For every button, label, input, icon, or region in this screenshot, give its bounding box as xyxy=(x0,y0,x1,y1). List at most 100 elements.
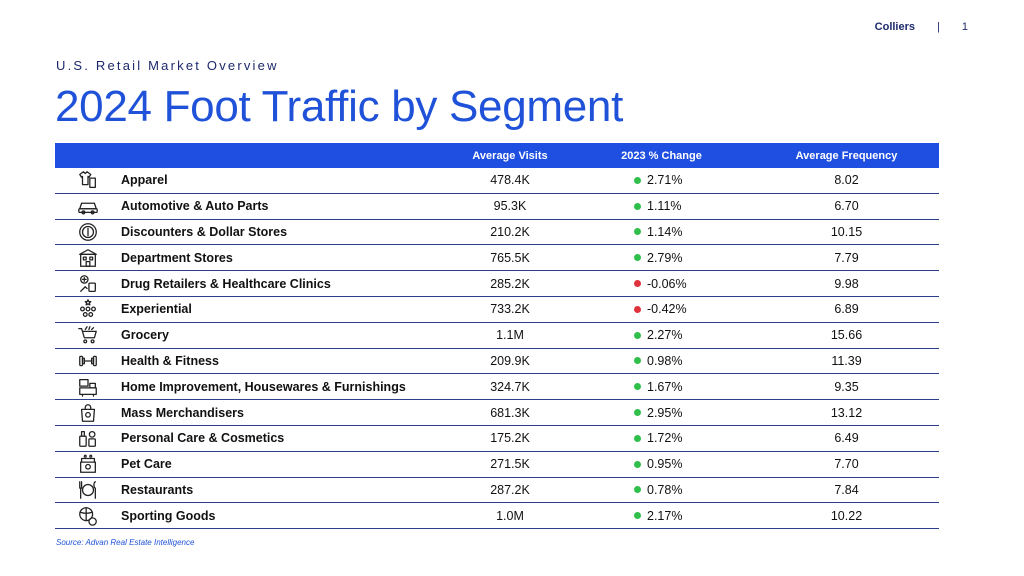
dollar-coin-icon xyxy=(76,221,100,243)
table-row: Sporting Goods 1.0M 2.17% 10.22 xyxy=(55,503,939,530)
table-row: Apparel 478.4K 2.71% 8.02 xyxy=(55,168,939,194)
average-visits-value: 765.5K xyxy=(490,250,530,265)
table-row: Health & Fitness 209.9K 0.98% 11.39 xyxy=(55,349,939,375)
change-value: 2.79% xyxy=(647,250,683,265)
positive-indicator-icon xyxy=(634,254,641,262)
change-cell: 1.72% xyxy=(569,431,754,445)
shopping-bag-icon xyxy=(76,402,100,424)
segment-name: Automotive & Auto Parts xyxy=(121,199,269,214)
row-icon-cell xyxy=(55,453,121,475)
foot-traffic-table: Average Visits 2023 % Change Average Fre… xyxy=(55,143,939,530)
row-icon-cell xyxy=(55,402,121,424)
change-value: -0.42% xyxy=(647,302,687,317)
table-row: Drug Retailers & Healthcare Clinics 285.2… xyxy=(55,271,939,297)
row-icon-cell xyxy=(55,221,121,243)
table-row: Restaurants 287.2K 0.78% 7.84 xyxy=(55,478,939,504)
row-icon-cell xyxy=(55,376,121,398)
average-frequency-value: 13.12 xyxy=(830,405,863,420)
change-cell: 1.11% xyxy=(569,199,754,213)
segment-name: Experiential xyxy=(121,302,192,317)
segment-name: Restaurants xyxy=(121,482,194,497)
positive-indicator-icon xyxy=(634,357,641,365)
change-cell: 1.14% xyxy=(569,225,754,239)
source-note: Source: Advan Real Estate Intelligence xyxy=(56,538,195,547)
average-frequency-value: 7.79 xyxy=(834,250,859,265)
row-icon-cell xyxy=(55,298,121,320)
change-cell: -0.06% xyxy=(569,277,754,291)
furniture-icon xyxy=(76,376,100,398)
top-bar: Colliers | 1 xyxy=(875,21,968,33)
change-cell: 2.95% xyxy=(569,406,754,420)
segment-name: Drug Retailers & Healthcare Clinics xyxy=(121,276,331,291)
row-icon-cell xyxy=(55,505,121,527)
average-frequency-value: 6.89 xyxy=(834,302,859,317)
change-value: -0.06% xyxy=(647,276,687,291)
average-frequency-value: 7.70 xyxy=(834,457,859,472)
table-row: Home Improvement, Housewares & Furnishin… xyxy=(55,374,939,401)
positive-indicator-icon xyxy=(634,409,641,417)
table-row: Automotive & Auto Parts 95.3K 1.11% 6.70 xyxy=(55,194,939,220)
segment-name: Discounters & Dollar Stores xyxy=(121,224,288,239)
average-frequency-value: 8.02 xyxy=(834,173,859,188)
positive-indicator-icon xyxy=(634,228,641,236)
average-frequency-value: 9.35 xyxy=(834,379,859,394)
table-body: Apparel 478.4K 2.71% 8.02 Automotive & Auto … xyxy=(55,168,939,530)
table-row: Personal Care & Cosmetics 175.2K 1.72% 6.49 xyxy=(55,426,939,452)
segment-name: Grocery xyxy=(121,328,169,343)
table-header: Average Visits 2023 % Change Average Fre… xyxy=(55,143,939,168)
table-row: Grocery 1.1M 2.27% 15.66 xyxy=(55,323,939,349)
average-visits-value: 175.2K xyxy=(490,431,530,446)
table-row: Department Stores 765.5K 2.79% 7.79 xyxy=(55,245,939,272)
average-frequency-value: 6.70 xyxy=(834,199,859,214)
change-value: 1.72% xyxy=(647,431,683,446)
page-title: 2024 Foot Traffic by Segment xyxy=(55,82,624,131)
change-value: 0.98% xyxy=(647,353,683,368)
table-row: Experiential 733.2K -0.42% 6.89 xyxy=(55,297,939,323)
dining-icon xyxy=(76,479,100,501)
average-frequency-value: 7.84 xyxy=(834,482,859,497)
row-icon-cell xyxy=(55,324,121,346)
positive-indicator-icon xyxy=(634,331,641,339)
section-kicker: U.S. Retail Market Overview xyxy=(56,58,279,73)
audience-icon xyxy=(76,298,100,320)
positive-indicator-icon xyxy=(634,176,641,184)
change-cell: 2.27% xyxy=(569,328,754,342)
average-visits-value: 287.2K xyxy=(490,482,530,497)
average-frequency-value: 10.15 xyxy=(830,224,863,239)
column-header-average-frequency: Average Frequency xyxy=(795,149,898,162)
table-row: Discounters & Dollar Stores 210.2K 1.14% 10… xyxy=(55,220,939,246)
change-cell: 1.67% xyxy=(569,380,754,394)
segment-name: Pet Care xyxy=(121,457,172,472)
row-icon-cell xyxy=(55,479,121,501)
change-value: 2.71% xyxy=(647,173,683,188)
average-visits-value: 681.3K xyxy=(490,405,530,420)
change-value: 1.14% xyxy=(647,224,683,239)
change-cell: 2.79% xyxy=(569,251,754,265)
average-frequency-value: 15.66 xyxy=(830,328,863,343)
change-value: 0.95% xyxy=(647,457,683,472)
average-visits-value: 209.9K xyxy=(490,353,530,368)
average-visits-value: 210.2K xyxy=(490,224,530,239)
change-value: 1.67% xyxy=(647,379,683,394)
average-visits-value: 324.7K xyxy=(490,379,530,394)
row-icon-cell xyxy=(55,195,121,217)
sports-balls-icon xyxy=(76,505,100,527)
average-visits-value: 285.2K xyxy=(490,276,530,291)
brand-name: Colliers xyxy=(874,21,916,33)
average-frequency-value: 9.98 xyxy=(834,276,859,291)
change-value: 2.27% xyxy=(647,328,683,343)
change-value: 1.11% xyxy=(647,199,682,214)
change-cell: 0.78% xyxy=(569,483,754,497)
average-frequency-value: 10.22 xyxy=(830,508,863,523)
column-header-change: 2023 % Change xyxy=(621,149,702,162)
header-separator: | xyxy=(937,21,940,33)
positive-indicator-icon xyxy=(634,486,641,494)
table-row: Pet Care 271.5K 0.95% 7.70 xyxy=(55,452,939,478)
row-icon-cell xyxy=(55,169,121,191)
average-visits-value: 95.3K xyxy=(493,199,527,214)
segment-name: Sporting Goods xyxy=(121,508,216,523)
average-visits-value: 733.2K xyxy=(490,302,530,317)
segment-name: Health & Fitness xyxy=(121,353,219,368)
positive-indicator-icon xyxy=(634,434,641,442)
change-value: 2.17% xyxy=(647,508,683,523)
